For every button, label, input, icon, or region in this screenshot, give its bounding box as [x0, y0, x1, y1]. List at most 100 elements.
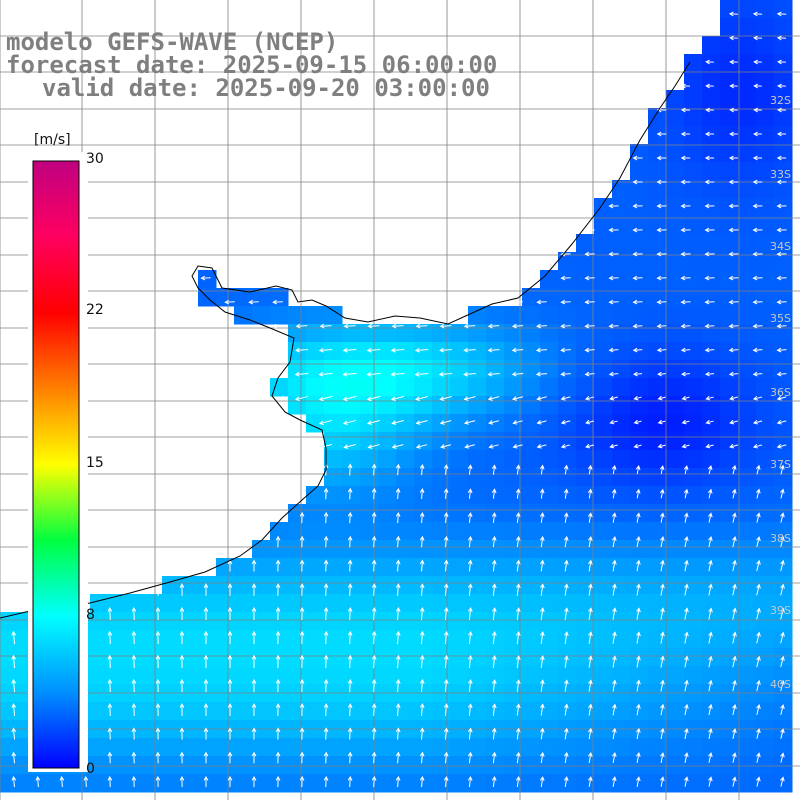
wind-cell: [324, 396, 343, 415]
wind-arrow: [203, 703, 209, 716]
wind-cell: [666, 234, 685, 253]
wind-cell: [324, 342, 343, 361]
wind-cell: [594, 252, 613, 271]
wind-arrow: [275, 727, 281, 740]
wind-arrow: [704, 347, 715, 353]
wind-arrow: [608, 251, 619, 257]
wind-arrow: [776, 371, 787, 377]
wind-cell: [198, 738, 217, 757]
wind-arrow: [588, 583, 593, 596]
wind-cell: [486, 522, 505, 541]
wind-cell: [720, 234, 739, 253]
wind-cell: [540, 540, 559, 559]
wind-cell: [90, 738, 109, 757]
wind-cell: [594, 522, 613, 541]
wind-arrow: [587, 776, 593, 787]
wind-arrow: [59, 775, 65, 788]
wind-arrow: [753, 131, 762, 137]
wind-cell: [684, 306, 703, 325]
wind-arrow: [776, 11, 787, 17]
wind-cell: [216, 576, 235, 595]
wind-arrow: [708, 703, 713, 716]
wind-arrow: [107, 751, 113, 764]
latitude-label: 35S: [770, 312, 791, 325]
wind-cell: [540, 702, 559, 721]
wind-arrow: [443, 678, 449, 693]
wind-arrow: [705, 419, 714, 425]
wind-arrow: [708, 536, 713, 548]
wind-arrow: [419, 606, 425, 621]
wind-arrow: [708, 679, 713, 692]
wind-arrow: [371, 727, 377, 740]
wind-cell: [720, 594, 739, 613]
wind-cell: [594, 234, 613, 253]
wind-cell: [288, 378, 307, 397]
wind-cell: [558, 450, 577, 469]
wind-cell: [774, 522, 793, 541]
wind-cell: [594, 504, 613, 523]
wind-cell: [612, 558, 631, 577]
wind-arrow: [728, 11, 739, 17]
wind-arrow: [299, 583, 305, 596]
wind-arrow: [776, 299, 787, 305]
wind-cell: [396, 630, 415, 649]
wind-arrow: [11, 630, 17, 645]
wind-arrow: [512, 299, 523, 305]
wind-cell: [648, 324, 667, 343]
wind-cell: [414, 324, 433, 343]
wind-cell: [738, 630, 757, 649]
wind-arrow: [515, 535, 521, 548]
wind-arrow: [756, 512, 761, 523]
wind-cell: [630, 756, 649, 775]
wind-cell: [144, 666, 163, 685]
wind-cell: [468, 558, 487, 577]
wind-cell: [342, 738, 361, 757]
wind-arrow: [512, 396, 524, 401]
wind-cell: [576, 630, 595, 649]
wind-cell: [738, 126, 757, 145]
wind-cell: [414, 594, 433, 613]
wind-cell: [54, 774, 73, 793]
wind-arrow: [131, 654, 137, 669]
wind-cell: [486, 324, 505, 343]
wind-arrow: [467, 654, 473, 669]
wind-arrow: [684, 655, 689, 668]
wind-cell: [648, 126, 667, 145]
wind-arrow: [227, 606, 233, 621]
wind-arrow: [752, 227, 763, 233]
wind-arrow: [131, 606, 137, 621]
wind-cell: [288, 558, 307, 577]
wind-arrow: [564, 583, 569, 596]
wind-cell: [648, 702, 667, 721]
wind-cell: [666, 90, 685, 109]
wind-arrow: [656, 131, 667, 137]
wind-cell: [126, 648, 145, 667]
wind-cell: [504, 630, 523, 649]
wind-arrow: [179, 751, 185, 764]
wind-cell: [396, 774, 415, 793]
wind-cell: [756, 72, 775, 91]
wind-cell: [774, 666, 793, 685]
wind-cell: [468, 522, 487, 541]
wind-cell: [774, 774, 793, 793]
wind-cell: [756, 234, 775, 253]
wind-cell: [288, 612, 307, 631]
wind-cell: [468, 648, 487, 667]
wind-cell: [684, 486, 703, 505]
wind-cell: [702, 252, 721, 271]
wind-arrow: [539, 727, 545, 740]
wind-cell: [702, 90, 721, 109]
wind-arrow: [323, 775, 329, 788]
wind-cell: [738, 666, 757, 685]
wind-cell: [630, 378, 649, 397]
wind-cell: [396, 576, 415, 595]
wind-cell: [504, 342, 523, 361]
wind-cell: [450, 342, 469, 361]
wind-cell: [540, 360, 559, 379]
wind-cell: [162, 774, 181, 793]
wind-cell: [468, 504, 487, 523]
wind-cell: [198, 576, 217, 595]
wind-cell: [720, 396, 739, 415]
wind-cell: [396, 414, 415, 433]
wind-cell: [270, 756, 289, 775]
